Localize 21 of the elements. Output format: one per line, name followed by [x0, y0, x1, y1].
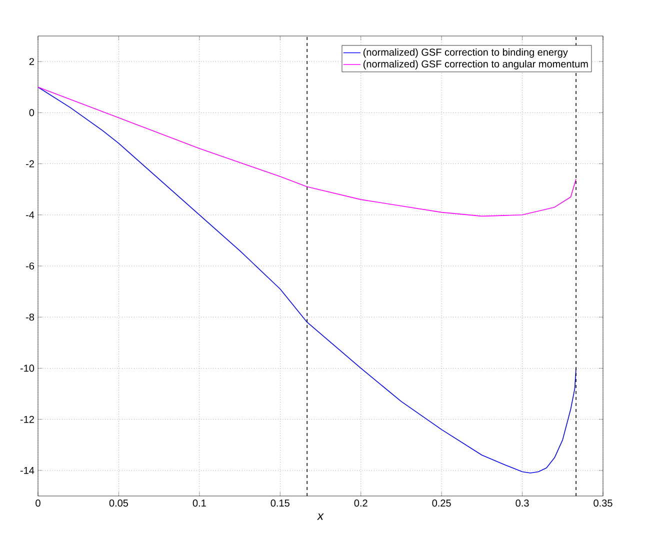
- x-tick-label: 0.15: [270, 500, 290, 507]
- x-tick-label: 0: [36, 500, 40, 507]
- x-tick-label: 0.25: [432, 500, 451, 507]
- y-tick-label: -6: [26, 262, 34, 270]
- y-tick-label: -12: [20, 416, 34, 423]
- y-tick-label: -4: [26, 211, 34, 218]
- x-tick-label: 0.2: [354, 500, 368, 507]
- x-tick-label: 0.05: [109, 500, 128, 507]
- y-tick-label: 2: [29, 58, 34, 66]
- x-axis-title: x: [317, 513, 324, 520]
- y-tick-label: 0: [29, 109, 34, 116]
- y-tick-label: -8: [26, 314, 34, 321]
- legend-label: (normalized) GSF correction to angular momentum: [363, 60, 588, 70]
- x-tick-label: 0.3: [516, 500, 529, 507]
- line-series: [38, 86, 576, 217]
- y-tick-label: -14: [20, 467, 34, 474]
- legend-label: (normalized) GSF correction to binding energy: [363, 48, 568, 58]
- y-tick-label: -10: [20, 364, 34, 372]
- x-tick-label: 0.1: [192, 500, 206, 507]
- y-tick-label: -2: [26, 160, 34, 168]
- x-tick-label: 0.35: [594, 500, 612, 507]
